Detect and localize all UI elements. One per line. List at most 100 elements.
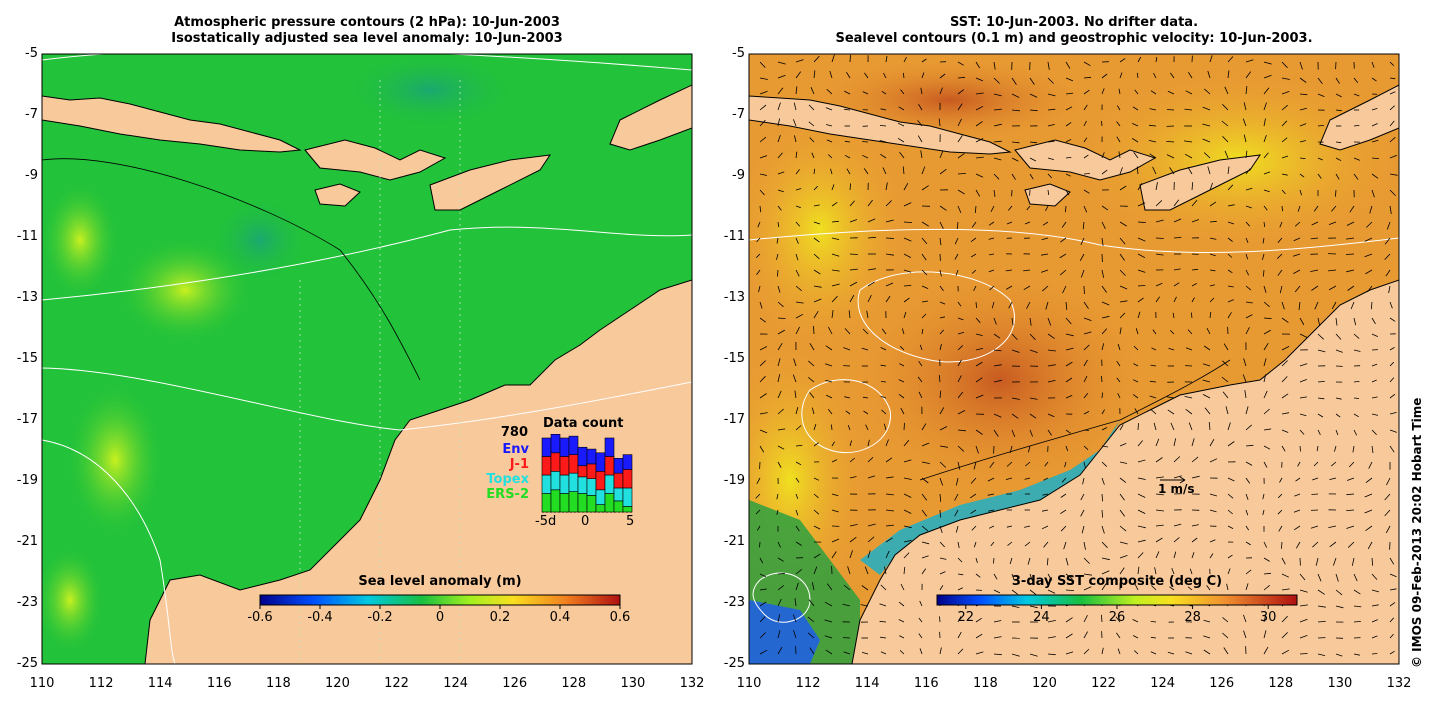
velocity-vector	[1224, 150, 1229, 159]
velocity-vector	[993, 123, 1002, 127]
velocity-vector	[1263, 342, 1269, 351]
velocity-vector	[1047, 349, 1056, 352]
velocity-vector	[993, 620, 1002, 623]
right-sealevel-contour	[801, 379, 891, 454]
velocity-vector	[939, 461, 947, 468]
velocity-vector	[1065, 61, 1071, 69]
velocity-vector	[808, 121, 815, 127]
velocity-vector	[1263, 61, 1272, 65]
right-bathymetry-contour	[919, 359, 1231, 481]
velocity-vector	[1371, 589, 1380, 593]
velocity-vector	[1385, 269, 1391, 277]
velocity-vector	[1065, 361, 1073, 367]
velocity-vector	[882, 167, 887, 175]
velocity-vector	[1202, 138, 1211, 143]
velocity-vector	[1350, 301, 1355, 310]
velocity-vector	[957, 205, 962, 214]
data-count-bar-segment	[559, 493, 570, 513]
velocity-vector	[1353, 605, 1362, 608]
velocity-vector	[1371, 396, 1378, 399]
velocity-vector	[867, 457, 874, 463]
velocity-vector	[1132, 635, 1139, 639]
velocity-vector	[1281, 155, 1289, 159]
velocity-vector	[1371, 139, 1379, 143]
velocity-vector	[975, 77, 984, 82]
velocity-vector	[795, 326, 800, 335]
velocity-vector	[993, 61, 996, 70]
velocity-vector	[993, 93, 1002, 97]
velocity-vector	[1353, 413, 1360, 418]
velocity-vector	[1245, 71, 1252, 79]
velocity-vector	[903, 237, 912, 242]
velocity-vector	[1335, 317, 1338, 326]
velocity-vector	[1295, 477, 1301, 482]
velocity-vector	[1227, 285, 1234, 288]
velocity-vector	[1011, 413, 1019, 419]
velocity-vector	[970, 477, 977, 484]
velocity-vector	[1245, 314, 1253, 319]
velocity-vector	[918, 360, 923, 367]
velocity-vector	[939, 269, 942, 277]
velocity-vector	[1119, 443, 1127, 447]
velocity-vector	[885, 282, 894, 287]
velocity-vector	[824, 363, 833, 367]
velocity-vector	[1047, 93, 1056, 97]
velocity-vector	[1384, 509, 1391, 517]
velocity-vector	[1227, 253, 1233, 258]
velocity-vector	[849, 550, 853, 559]
velocity-vector	[1299, 413, 1307, 417]
velocity-vector	[1204, 88, 1211, 95]
velocity-vector	[1009, 445, 1013, 454]
velocity-vector	[957, 135, 963, 143]
velocity-vector	[1263, 358, 1267, 367]
left-sumba-island	[314, 183, 361, 207]
velocity-vector	[1389, 301, 1393, 309]
velocity-vector	[759, 412, 768, 415]
velocity-vector	[1011, 589, 1018, 595]
velocity-vector	[795, 169, 800, 175]
velocity-vector	[1187, 329, 1193, 335]
velocity-vector	[1347, 285, 1355, 291]
velocity-vector	[1170, 330, 1175, 335]
velocity-vector	[1117, 648, 1121, 655]
velocity-vector	[777, 374, 781, 383]
velocity-vector	[975, 105, 984, 111]
velocity-vector	[988, 221, 995, 226]
velocity-vector	[1137, 202, 1146, 207]
velocity-vector	[1347, 541, 1355, 548]
velocity-vector	[1317, 125, 1324, 127]
velocity-vector	[1317, 93, 1325, 97]
velocity-vector	[1011, 333, 1018, 340]
velocity-vector	[1191, 219, 1200, 223]
velocity-vector	[987, 493, 995, 496]
velocity-vector	[849, 183, 851, 191]
velocity-vector	[847, 424, 851, 431]
velocity-vector	[975, 156, 984, 159]
velocity-vector	[1243, 102, 1247, 111]
velocity-vector	[1024, 541, 1031, 547]
velocity-vector	[1299, 604, 1308, 607]
velocity-vector	[831, 551, 837, 559]
velocity-vector	[824, 619, 833, 623]
velocity-vector	[848, 310, 851, 319]
velocity-vector	[970, 509, 977, 514]
velocity-vector	[1029, 333, 1036, 341]
velocity-vector	[1137, 237, 1146, 242]
x-tick-label: 130	[1327, 676, 1353, 691]
velocity-vector	[1083, 331, 1092, 335]
velocity-vector	[1209, 269, 1216, 272]
velocity-vector	[1203, 152, 1211, 159]
data-count-bar-segment	[541, 456, 552, 476]
velocity-vector	[1047, 429, 1052, 436]
velocity-vector	[777, 171, 785, 175]
velocity-vector	[1047, 108, 1056, 111]
velocity-vector	[884, 566, 887, 575]
velocity-vector	[831, 459, 838, 463]
velocity-vector	[831, 54, 835, 63]
velocity-vector	[1263, 317, 1272, 319]
velocity-vector	[903, 57, 907, 63]
velocity-vector	[1083, 615, 1088, 623]
velocity-vector	[1063, 541, 1067, 550]
x-tick-label: 120	[325, 676, 350, 691]
velocity-vector	[970, 253, 977, 258]
